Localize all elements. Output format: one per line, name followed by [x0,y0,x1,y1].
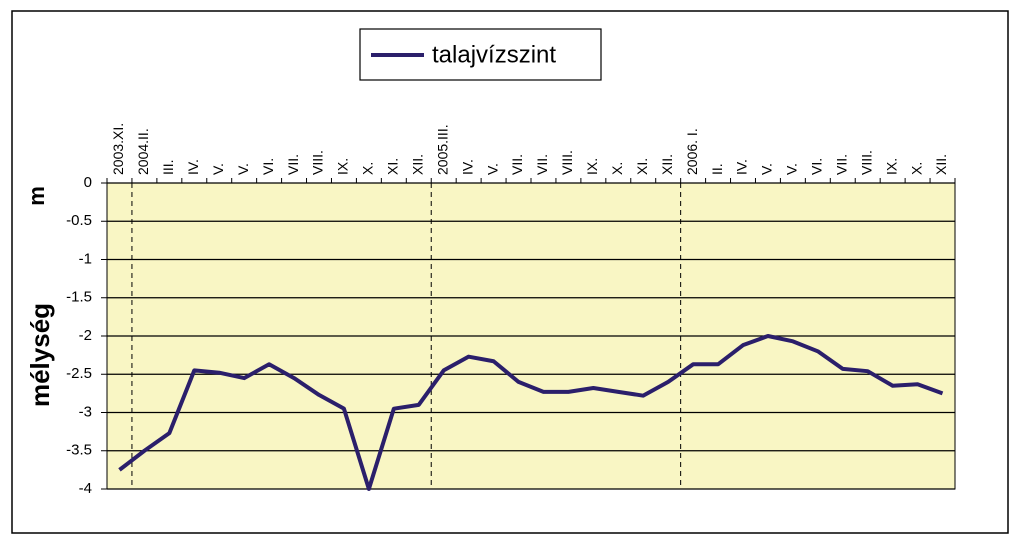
x-tick-label: X. [908,162,924,175]
series-line [118,334,944,491]
x-tick-label: V. [484,163,500,175]
x-tick-label: X. [609,162,625,175]
x-tick-label: VII. [833,154,849,175]
x-tick-label: V. [784,163,800,175]
y-axis-label: mélység [25,303,55,407]
x-tick-label: VIII. [858,150,874,175]
x-tick-label: IX. [335,158,351,175]
x-tick-label: VI. [809,158,825,175]
x-tick-label: IX. [584,158,600,175]
x-tick-label: IV. [459,159,475,175]
x-tick-label: II. [709,163,725,175]
y-axis-unit: m [24,186,49,206]
x-tick-label: IV. [185,159,201,175]
y-tick-label: -3.5 [66,442,92,459]
x-tick-label: 2005.III. [434,124,450,175]
x-tick-label: VIII. [310,150,326,175]
y-tick-label: -3 [79,403,92,420]
y-tick-label: -1.5 [66,289,92,306]
y-tick-label: -0.5 [66,212,92,229]
x-tick-label: V. [235,163,251,175]
x-tick-label: VI. [260,158,276,175]
x-tick-label: 2006. I. [684,128,700,175]
x-tick-label: III. [160,159,176,175]
x-tick-label: X. [360,162,376,175]
y-tick-label: -2 [79,327,92,344]
x-tick-label: XII. [659,154,675,175]
x-tick-label: 2004.II. [135,128,151,175]
x-tick-label: VII. [509,154,525,175]
y-tick-label: -1 [79,250,92,267]
x-tick-label: IX. [883,158,899,175]
y-tick-label: -4 [79,480,92,497]
x-tick-label: VIII. [559,150,575,175]
legend-label: talajvízszint [432,41,556,68]
x-tick-label: 2003.XI. [110,123,126,175]
y-tick-label: -2.5 [66,365,92,382]
x-tick-label: XII. [933,154,949,175]
x-tick-label: XI. [385,158,401,175]
x-tick-label: VII. [534,154,550,175]
x-tick-label: XII. [409,154,425,175]
x-tick-label: IV. [734,159,750,175]
x-tick-label: XI. [634,158,650,175]
x-tick-label: V. [210,163,226,175]
x-tick-label: V. [759,163,775,175]
y-tick-label: 0 [84,174,92,191]
x-tick-label: VII. [285,154,301,175]
